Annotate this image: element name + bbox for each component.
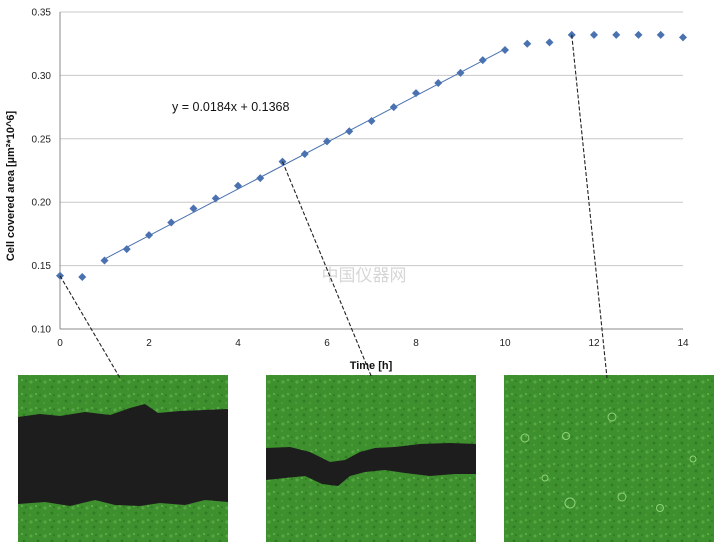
data-point	[256, 174, 265, 183]
data-point	[234, 181, 242, 190]
data-point	[189, 204, 198, 213]
y-tick-label: 0.30	[32, 71, 52, 82]
y-tick-label: 0.10	[32, 325, 52, 336]
data-point	[456, 68, 465, 77]
data-point	[478, 56, 487, 65]
data-point	[323, 137, 331, 146]
leader-lines	[59, 34, 608, 379]
data-point	[167, 218, 176, 227]
data-point	[656, 30, 665, 39]
data-point	[634, 30, 643, 39]
cell-cluster	[617, 492, 627, 502]
y-tick-label: 0.35	[32, 8, 52, 19]
y-tick-label: 0.20	[32, 198, 52, 209]
data-point	[100, 256, 109, 265]
x-tick-label: 0	[57, 338, 63, 349]
data-point	[389, 103, 398, 112]
data-point	[412, 89, 420, 98]
watermark: 中国仪器网	[322, 266, 407, 286]
data-point	[501, 46, 509, 55]
micrograph-t11-5-background	[504, 375, 714, 542]
data-point	[545, 38, 554, 47]
cell-cluster	[564, 497, 576, 509]
cell-cluster	[520, 433, 530, 443]
micrograph-t0-gap	[18, 404, 228, 506]
trendline-equation: y = 0.0184x + 0.1368	[172, 100, 290, 114]
data-point	[122, 245, 131, 254]
data-point	[679, 33, 687, 42]
cell-cluster	[541, 474, 549, 482]
x-tick-label: 12	[588, 338, 600, 349]
y-axis-title: Cell covered area [µm²*10^6]	[5, 111, 17, 262]
x-tick-labels: 0 2 4 6 8 10 12 14	[57, 338, 689, 349]
leader-line	[59, 275, 121, 379]
data-points	[56, 30, 687, 282]
data-point	[367, 117, 376, 126]
leader-line	[571, 34, 608, 379]
data-point	[300, 150, 309, 159]
x-axis-title: Time [h]	[350, 360, 393, 372]
data-point	[345, 127, 354, 136]
cell-cluster	[562, 432, 570, 440]
leader-line	[281, 161, 373, 379]
micrograph-t5-gap	[266, 443, 476, 486]
data-point	[211, 194, 220, 203]
x-tick-label: 14	[677, 338, 689, 349]
data-point	[523, 39, 532, 48]
data-point	[434, 79, 443, 88]
data-point	[612, 30, 621, 39]
y-tick-label: 0.25	[32, 134, 52, 145]
x-tick-label: 10	[499, 338, 511, 349]
data-point	[590, 30, 598, 39]
x-tick-label: 2	[146, 338, 152, 349]
micrograph-t0	[18, 375, 228, 542]
cell-cluster	[656, 504, 664, 512]
x-tick-label: 6	[324, 338, 330, 349]
micrograph-t11-5	[504, 375, 714, 542]
cell-cluster	[689, 455, 697, 463]
data-point	[145, 231, 153, 240]
data-point	[78, 273, 87, 282]
cell-cluster	[607, 412, 617, 422]
x-tick-label: 4	[235, 338, 241, 349]
x-tick-label: 8	[413, 338, 419, 349]
y-tick-label: 0.15	[32, 261, 52, 272]
micrograph-t5	[266, 375, 476, 542]
y-tick-labels: 0.10 0.15 0.20 0.25 0.30 0.35	[32, 8, 52, 336]
